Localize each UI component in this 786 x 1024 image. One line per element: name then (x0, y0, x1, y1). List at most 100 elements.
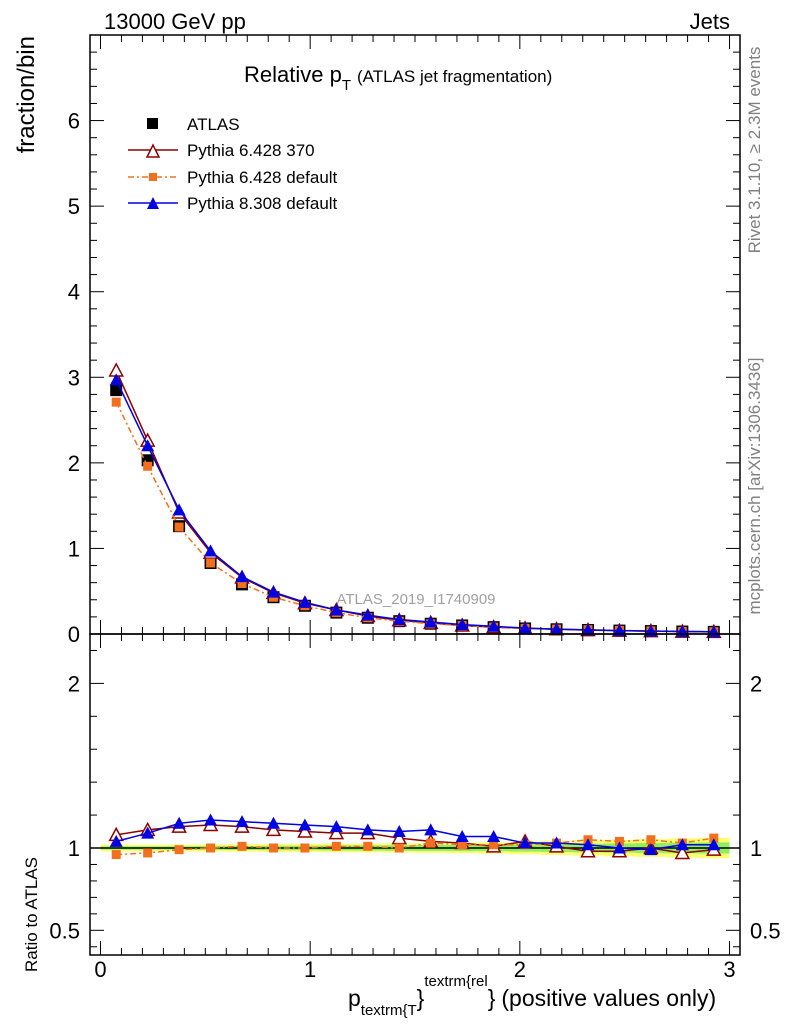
main-point-pythia-8-308-default (392, 612, 406, 625)
ratio-y-tick-label-right: 2 (750, 671, 762, 696)
analysis-watermark: ATLAS_2019_I1740909 (336, 591, 495, 608)
main-point-pythia-8-308-default (204, 544, 218, 557)
ratio-point-pythia-8-308-default (266, 816, 280, 829)
x-tick-label: 1 (304, 957, 316, 982)
legend-entry-pythia8-default: Pythia 8.308 default (128, 194, 338, 213)
ratio-point-pythia-6-428-default (300, 843, 310, 853)
main-ylabel: fraction/bin (13, 36, 40, 153)
ratio-point-pythia-6-428-370 (265, 821, 282, 837)
ratio-point-pythia-6-428-default (646, 835, 656, 845)
source-label: mcplots.cern.ch [arXiv:1306.3436] (745, 357, 764, 614)
ratio-point-pythia-6-428-default (268, 843, 278, 853)
ratio-point-pythia-8-308-default (518, 836, 532, 849)
ratio-point-pythia-8-308-default (455, 829, 469, 842)
main-point-pythia-6-428-default (237, 579, 247, 589)
legend-entry-pythia6-370: Pythia 6.428 370 (128, 141, 315, 160)
xlabel-brace: } (417, 985, 425, 1011)
ratio-point-pythia-6-428-default (331, 841, 341, 851)
x-tick-label: 0 (94, 957, 106, 982)
xlabel-brace-2: } (488, 985, 496, 1011)
ratio-point-pythia-6-428-default (237, 841, 247, 851)
ratio-point-pythia-6-428-default (457, 840, 467, 850)
main-y-tick-label: 6 (68, 109, 80, 134)
ratio-point-pythia-8-308-default (141, 826, 155, 839)
axes-group: 0 1 2 3 0 1 2 3 4 5 6 0.5 0.5 1 1 2 2 (49, 34, 781, 982)
ratio-point-pythia-8-308-default (235, 815, 249, 828)
ratio-point-pythia-6-428-370 (580, 843, 596, 858)
ratio-point-pythia-6-428-default (174, 845, 184, 855)
ratio-point-pythia-6-428-default (143, 848, 153, 858)
ratio-point-pythia-8-308-default (204, 813, 218, 826)
main-point-pythia-8-308-default (487, 619, 501, 632)
main-point-pythia-6-428-default (111, 397, 121, 407)
ratio-point-pythia-6-428-default (614, 836, 624, 846)
ratio-point-pythia-8-308-default (644, 843, 658, 856)
title-detail: (ATLAS jet fragmentation) (357, 67, 552, 86)
xlabel-sub: textrm{T (361, 1002, 417, 1019)
ratio-point-pythia-8-308-default (707, 838, 721, 851)
rivet-version-label: Rivet 3.1.10, ≥ 2.3M events (745, 47, 764, 254)
main-point-pythia-8-308-default (172, 503, 186, 516)
title-sub: T (342, 77, 351, 94)
main-point-pythia-8-308-default (518, 621, 532, 634)
main-point-pythia-8-308-default (329, 603, 343, 616)
main-y-tick-label: 0 (68, 622, 80, 647)
main-point-pythia-8-308-default (424, 615, 438, 628)
ratio-line-pythia-6-428-default (116, 837, 714, 856)
ratio-point-pythia-8-308-default (424, 823, 438, 836)
x-tick-label: 3 (723, 957, 735, 982)
main-title: Relative pT (ATLAS jet fragmentation) (244, 62, 552, 94)
x-tick-label: 2 (514, 957, 526, 982)
main-point-pythia-8-308-default (361, 608, 375, 621)
ratio-y-tick-label: 0.5 (49, 918, 80, 943)
ratio-y-tick-label: 1 (68, 836, 80, 861)
ratio-point-pythia-6-428-default (206, 843, 216, 853)
main-point-pythia-8-308-default (235, 570, 249, 583)
legend-label-pythia6-default: Pythia 6.428 default (187, 168, 338, 187)
legend-marker-atlas (147, 118, 158, 129)
ratio-y-tick-label-right: 0.5 (750, 918, 781, 943)
main-y-tick-label: 3 (68, 365, 80, 390)
main-y-tick-label: 4 (68, 280, 80, 305)
ratio-point-pythia-6-428-default (111, 850, 121, 860)
main-point-pythia-8-308-default (581, 623, 595, 636)
xlabel-sup: textrm{rel (424, 973, 487, 990)
legend-label-pythia6-370: Pythia 6.428 370 (187, 141, 315, 160)
ratio-point-pythia-8-308-default (172, 816, 186, 829)
legend-entry-atlas: ATLAS (147, 115, 240, 134)
ratio-series-group (108, 813, 722, 860)
category-label: Jets (690, 9, 730, 34)
ratio-point-pythia-8-308-default (298, 818, 312, 831)
legend-marker-pythia6-default (149, 173, 157, 181)
legend-entry-pythia6-default: Pythia 6.428 default (128, 168, 338, 187)
main-y-tick-label: 2 (68, 451, 80, 476)
main-point-pythia-6-428-default (143, 461, 153, 471)
main-point-pythia-8-308-default (109, 373, 123, 386)
legend-label-pythia8-default: Pythia 8.308 default (187, 194, 338, 213)
main-point-pythia-8-308-default (612, 624, 626, 637)
legend-marker-pythia8-default (147, 197, 159, 209)
ratio-point-pythia-8-308-default (550, 836, 564, 849)
ratio-point-pythia-6-428-370 (674, 844, 691, 860)
main-point-pythia-8-308-default (266, 585, 280, 598)
main-point-pythia-8-308-default (298, 595, 312, 608)
main-y-tick-label: 1 (68, 536, 80, 561)
ratio-ylabel: Ratio to ATLAS (22, 857, 41, 972)
main-point-pythia-6-428-default (206, 558, 216, 568)
main-series-group (108, 362, 722, 639)
xlabel-main: p (348, 985, 361, 1011)
ratio-point-pythia-6-428-default (426, 838, 436, 848)
ratio-point-pythia-8-308-default (109, 834, 123, 847)
main-point-pythia-8-308-default (550, 622, 564, 635)
main-point-pythia-8-308-default (455, 618, 469, 631)
ratio-point-pythia-6-428-default (489, 840, 499, 850)
ratio-point-pythia-6-428-default (394, 843, 404, 853)
ratio-point-pythia-8-308-default (675, 838, 689, 851)
legend: ATLAS Pythia 6.428 370 Pythia 6.428 defa… (128, 115, 338, 213)
energy-label: 13000 GeV pp (104, 9, 246, 34)
ratio-point-pythia-6-428-370 (328, 825, 345, 840)
ratio-point-pythia-6-428-default (363, 841, 373, 851)
ratio-y-tick-label: 2 (68, 671, 80, 696)
ratio-point-pythia-8-308-default (612, 841, 626, 854)
ratio-point-pythia-6-428-default (709, 833, 719, 843)
